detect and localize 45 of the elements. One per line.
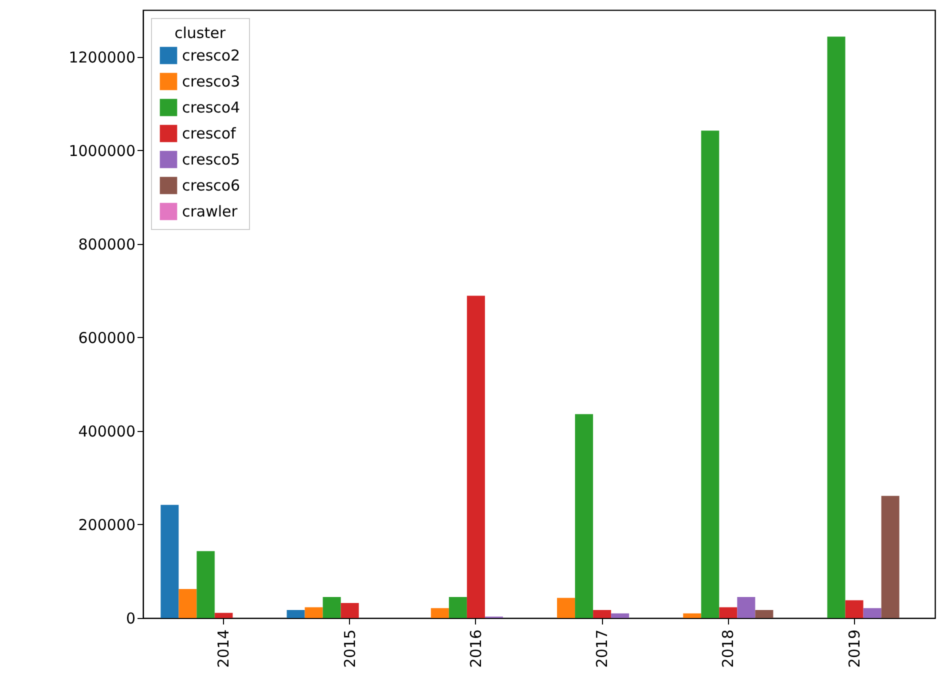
legend-title: cluster (174, 24, 226, 42)
legend-label: crawler (182, 202, 238, 220)
bar (196, 551, 215, 618)
bar (286, 610, 305, 618)
y-tick-label: 400000 (78, 422, 136, 440)
bar (575, 414, 594, 618)
bar (701, 130, 720, 618)
y-tick-label: 1000000 (68, 142, 136, 160)
legend-label: cresco2 (182, 46, 240, 64)
y-tick-label: 800000 (78, 235, 136, 254)
bar (178, 589, 197, 618)
y-tick-label: 0 (126, 610, 136, 628)
bar (466, 296, 485, 618)
legend-label: cresco4 (182, 98, 240, 116)
bar (755, 610, 774, 618)
bar (430, 608, 449, 618)
bar (304, 607, 323, 618)
y-tick-label: 200000 (78, 516, 136, 534)
legend-label: cresco6 (182, 176, 240, 194)
bar (719, 607, 738, 618)
legend-label: crescof (182, 124, 237, 142)
bar (845, 600, 864, 618)
bar (593, 610, 612, 618)
x-tick-label: 2019 (845, 630, 864, 668)
x-tick-label: 2014 (214, 630, 233, 668)
bar (737, 596, 756, 618)
bar (611, 613, 630, 618)
y-tick-label: 600000 (78, 328, 136, 347)
bar (683, 613, 702, 618)
x-tick-label: 2015 (340, 630, 359, 668)
x-tick-label: 2017 (593, 630, 612, 668)
x-tick-label: 2016 (466, 630, 485, 668)
x-tick-label: 2018 (719, 630, 738, 668)
y-tick-label: 1200000 (68, 48, 136, 66)
bar (214, 612, 233, 618)
bar (322, 596, 341, 618)
legend-label: cresco3 (182, 72, 240, 90)
bar (160, 504, 179, 618)
legend-label: cresco5 (182, 150, 240, 168)
bar (557, 598, 576, 618)
bar (863, 608, 882, 618)
bar (881, 496, 900, 618)
bar (448, 596, 467, 618)
bar (827, 36, 846, 618)
bar (340, 603, 359, 618)
